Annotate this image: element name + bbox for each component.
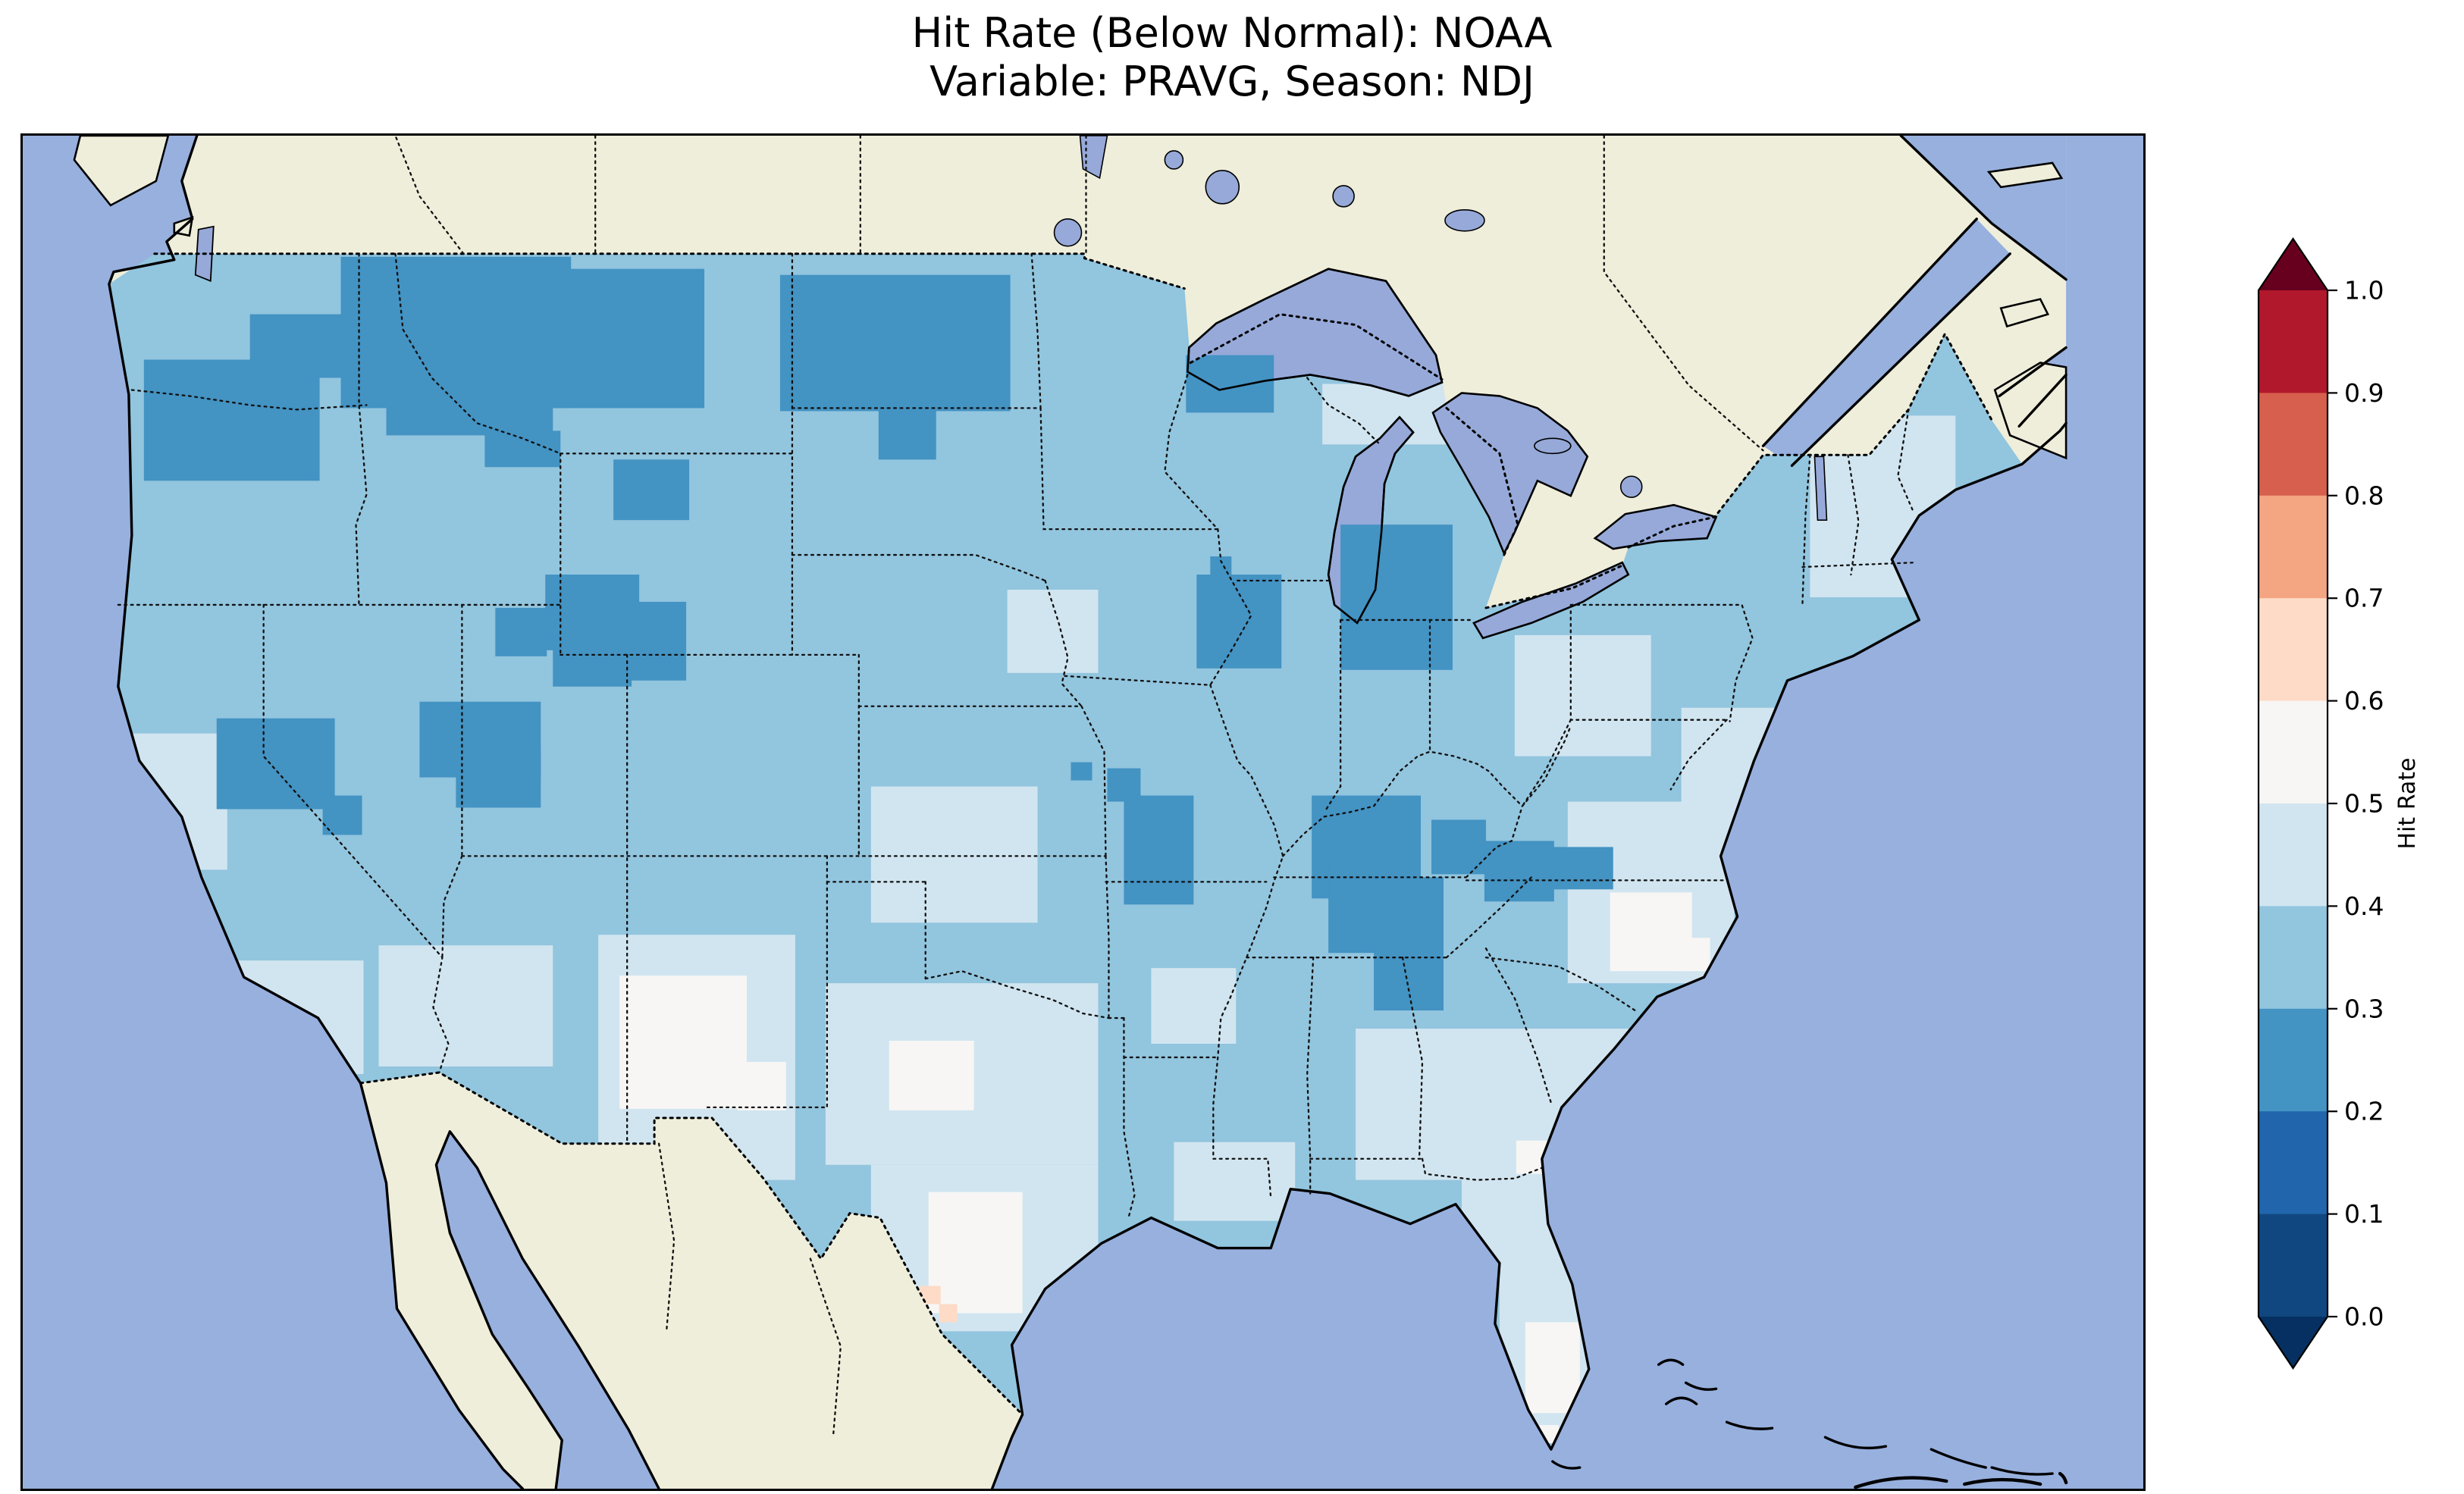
colorbar-tick-label: 0.9 (2344, 378, 2384, 408)
data-cell (870, 786, 1038, 923)
colorbar-segment (2259, 803, 2328, 907)
colorbar-tick-label: 0.1 (2344, 1199, 2384, 1229)
data-cell (1676, 938, 1710, 972)
colorbar: 1.0 0.9 0.8 0.7 0.6 0.5 0.4 0.3 0.2 0.1 0.0 Hit Ra… (2257, 237, 2421, 1370)
coastlines (108, 136, 2067, 1489)
plot-title-line2: Variable: PRAVG, Season: NDJ (929, 58, 1535, 105)
map-canvas (23, 136, 2143, 1489)
state-borders (117, 252, 1917, 1219)
colorbar-segment (2259, 906, 2328, 1010)
hit-rate-cells-over-lakes (1186, 355, 1453, 670)
colorbar-over-arrow (2259, 239, 2328, 290)
colorbar-segments (2259, 239, 2328, 1368)
canada-lake (1444, 209, 1485, 232)
lake-champlain (1814, 456, 1828, 521)
data-cell (939, 1304, 958, 1323)
country-borders (153, 252, 1993, 1416)
lake-simcoe (1619, 475, 1643, 498)
data-cell (1484, 841, 1554, 902)
data-cell (1514, 634, 1651, 756)
lake-huron (1431, 392, 1589, 556)
data-cell (143, 359, 320, 481)
hit-rate-cells (121, 256, 1956, 1444)
data-cell (322, 795, 362, 835)
colorbar-tick-label: 0.4 (2344, 891, 2384, 921)
canada-lake-3 (1332, 185, 1355, 208)
lake-of-the-woods (1053, 218, 1083, 247)
st-lawrence-coastline (1761, 136, 2067, 467)
colorbar-segment (2259, 1111, 2328, 1215)
lake-superior-outline (1187, 268, 1444, 397)
data-cell (737, 1061, 786, 1110)
prince-edward-island (1999, 298, 2049, 328)
data-cell (553, 647, 632, 687)
bahamas-coastlines (1551, 1358, 2068, 1489)
colorbar-segment (2259, 1214, 2328, 1317)
data-cell (613, 459, 690, 521)
colorbar-segment (2259, 290, 2328, 393)
data-cell (1174, 1142, 1296, 1221)
colorbar-tick-label: 0.2 (2344, 1097, 2384, 1126)
colorbar-label: Hit Rate (2394, 758, 2421, 850)
data-cell (216, 718, 335, 810)
atlantic-gulf-coastline (990, 421, 2067, 1489)
province-borders (394, 136, 1764, 1439)
data-cell (1151, 968, 1237, 1044)
lake-nipissing (1534, 437, 1572, 455)
plot-title: Hit Rate (Below Normal): NOAA Variable: … (0, 9, 2464, 106)
lake-michigan-outline (1327, 415, 1415, 625)
data-cell (1196, 575, 1282, 669)
colorbar-segment (2259, 393, 2328, 496)
data-cell (495, 607, 547, 656)
anticosti-island (1986, 161, 2064, 189)
data-cell (456, 747, 541, 808)
data-cell (1340, 525, 1453, 670)
colorbar-segment (2259, 700, 2328, 804)
colorbar-segment (2259, 495, 2328, 599)
map-axes (20, 133, 2146, 1491)
cuba-coastline (1854, 1471, 2068, 1489)
colorbar-tick-label: 1.0 (2344, 276, 2384, 305)
data-cell (386, 390, 553, 436)
lake-outlines (1187, 268, 1444, 625)
data-cell (378, 945, 553, 1066)
data-cell (1124, 795, 1194, 905)
data-cell (619, 976, 747, 1109)
data-cell (779, 274, 1011, 412)
colorbar-tick-label: 0.7 (2344, 584, 2384, 613)
colorbar-under-arrow (2259, 1317, 2328, 1368)
lake-nipigon (1205, 170, 1240, 205)
pacific-coastline (108, 136, 524, 1489)
colorbar-tick-label: 0.0 (2344, 1302, 2384, 1332)
colorbar-ticks: 1.0 0.9 0.8 0.7 0.6 0.5 0.4 0.3 0.2 0.1 0.0 (2328, 276, 2384, 1332)
colorbar-tick-label: 0.5 (2344, 789, 2384, 819)
data-cell (1525, 1322, 1580, 1414)
data-cell (1007, 589, 1099, 673)
data-cell (484, 431, 561, 468)
data-cell (1431, 819, 1486, 875)
lake-ontario (1593, 503, 1718, 550)
data-cell (889, 1040, 974, 1110)
st-lawrence-estuary (1763, 218, 2011, 466)
colorbar-tick-label: 0.8 (2344, 481, 2384, 510)
data-cell (1549, 847, 1613, 890)
gulf-of-california-coastline (434, 1130, 660, 1489)
data-cell (928, 1192, 1023, 1314)
data-cell (1186, 355, 1274, 413)
colorbar-segment (2259, 598, 2328, 702)
plot-title-line1: Hit Rate (Below Normal): NOAA (911, 9, 1553, 57)
colorbar-tick-label: 0.3 (2344, 994, 2384, 1023)
bahamas-island-coast (1551, 1358, 2054, 1476)
data-cell (878, 408, 936, 460)
canada-lake-2 (1164, 150, 1184, 170)
vancouver-island (73, 136, 170, 207)
data-cell (477, 268, 705, 409)
colorbar-tick-label: 0.6 (2344, 686, 2384, 716)
data-cell (1071, 762, 1092, 781)
colorbar-segment (2259, 1008, 2328, 1112)
gulf-of-california (436, 1131, 660, 1489)
